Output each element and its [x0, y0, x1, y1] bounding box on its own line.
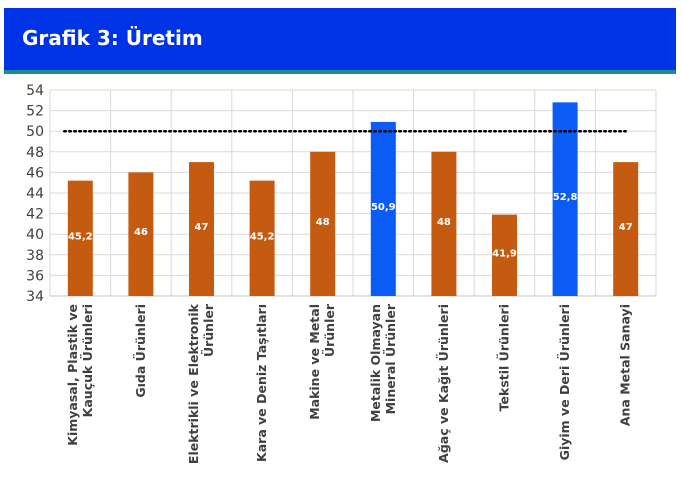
y-tick-label: 42	[26, 207, 44, 223]
category-label-line: Ürünler	[322, 303, 337, 357]
category-label-line: Mineral Ürünler	[383, 303, 398, 414]
category-label-line: Ürünler	[201, 303, 216, 357]
bar	[431, 151, 457, 296]
bar	[613, 162, 639, 296]
category-label-line: Kimyasal, Plastik ve	[65, 304, 80, 446]
chart-title: Grafik 3: Üretim	[22, 26, 203, 50]
category-label-line: Ağaç ve Kağıt Ürünleri	[436, 304, 451, 463]
data-label: 48	[316, 217, 330, 228]
chart-header: Grafik 3: Üretim	[4, 8, 676, 70]
bar	[128, 172, 154, 296]
category-label: Kimyasal, Plastik ve Kauçuk Ürünleri	[65, 304, 95, 446]
data-label: 47	[619, 222, 633, 233]
data-label: 52,8	[553, 192, 578, 203]
category-label-line: Gıda Ürünleri	[133, 304, 148, 398]
y-tick-label: 44	[26, 186, 44, 202]
category-label: Elektrikli ve Elektronik Ürünler	[186, 303, 216, 464]
category-label: Makine ve Metal Ürünler	[307, 303, 337, 420]
bar	[249, 180, 275, 296]
category-label: Tekstil Ürünleri	[497, 304, 512, 411]
category-label-line: Tekstil Ürünleri	[497, 304, 512, 411]
y-tick-label: 50	[26, 124, 44, 140]
data-label: 45,2	[250, 231, 275, 242]
bars	[67, 102, 639, 297]
category-label-line: Metalik Olmayan	[368, 304, 383, 422]
category-label-line: Kara ve Deniz Taşıtları	[254, 304, 269, 462]
bar	[370, 121, 396, 297]
y-tick-label: 34	[26, 289, 44, 305]
y-tick-label: 40	[26, 227, 44, 243]
data-label: 48	[437, 217, 451, 228]
category-label: Gıda Ürünleri	[133, 304, 148, 398]
labels: 34 36 38 40 42 44 46 48 50 52 54 45,2 Kimyasal, Plas…	[26, 83, 633, 464]
y-tick-label: 48	[26, 145, 44, 161]
y-tick-label: 36	[26, 268, 44, 284]
category-label: Ana Metal Sanayi	[618, 304, 633, 426]
data-label: 41,9	[492, 248, 517, 259]
y-tick-label: 52	[26, 104, 44, 120]
data-label: 47	[195, 222, 209, 233]
category-label-line: Makine ve Metal	[307, 304, 322, 420]
data-label: 46	[134, 227, 148, 238]
category-label-line: Kauçuk Ürünleri	[80, 304, 95, 417]
category-label-line: Giyim ve Deri Ürünleri	[557, 304, 572, 460]
y-tick-label: 46	[26, 165, 44, 181]
bar	[310, 151, 336, 296]
category-label: Metalik Olmayan Mineral Ürünler	[368, 303, 398, 422]
y-tick-label: 54	[26, 83, 44, 99]
category-label: Giyim ve Deri Ürünleri	[557, 304, 572, 460]
category-label-line: Ana Metal Sanayi	[618, 304, 633, 426]
bar	[492, 214, 517, 296]
bar	[552, 102, 578, 296]
bar	[67, 180, 93, 296]
y-tick-label: 38	[26, 248, 44, 264]
category-label-line: Elektrikli ve Elektronik	[186, 303, 201, 464]
category-label: Kara ve Deniz Taşıtları	[254, 304, 269, 462]
data-label: 45,2	[68, 231, 93, 242]
category-label: Ağaç ve Kağıt Ürünleri	[436, 304, 451, 463]
header-underline	[4, 70, 676, 74]
bar	[189, 162, 214, 296]
data-label: 50,9	[371, 202, 396, 213]
